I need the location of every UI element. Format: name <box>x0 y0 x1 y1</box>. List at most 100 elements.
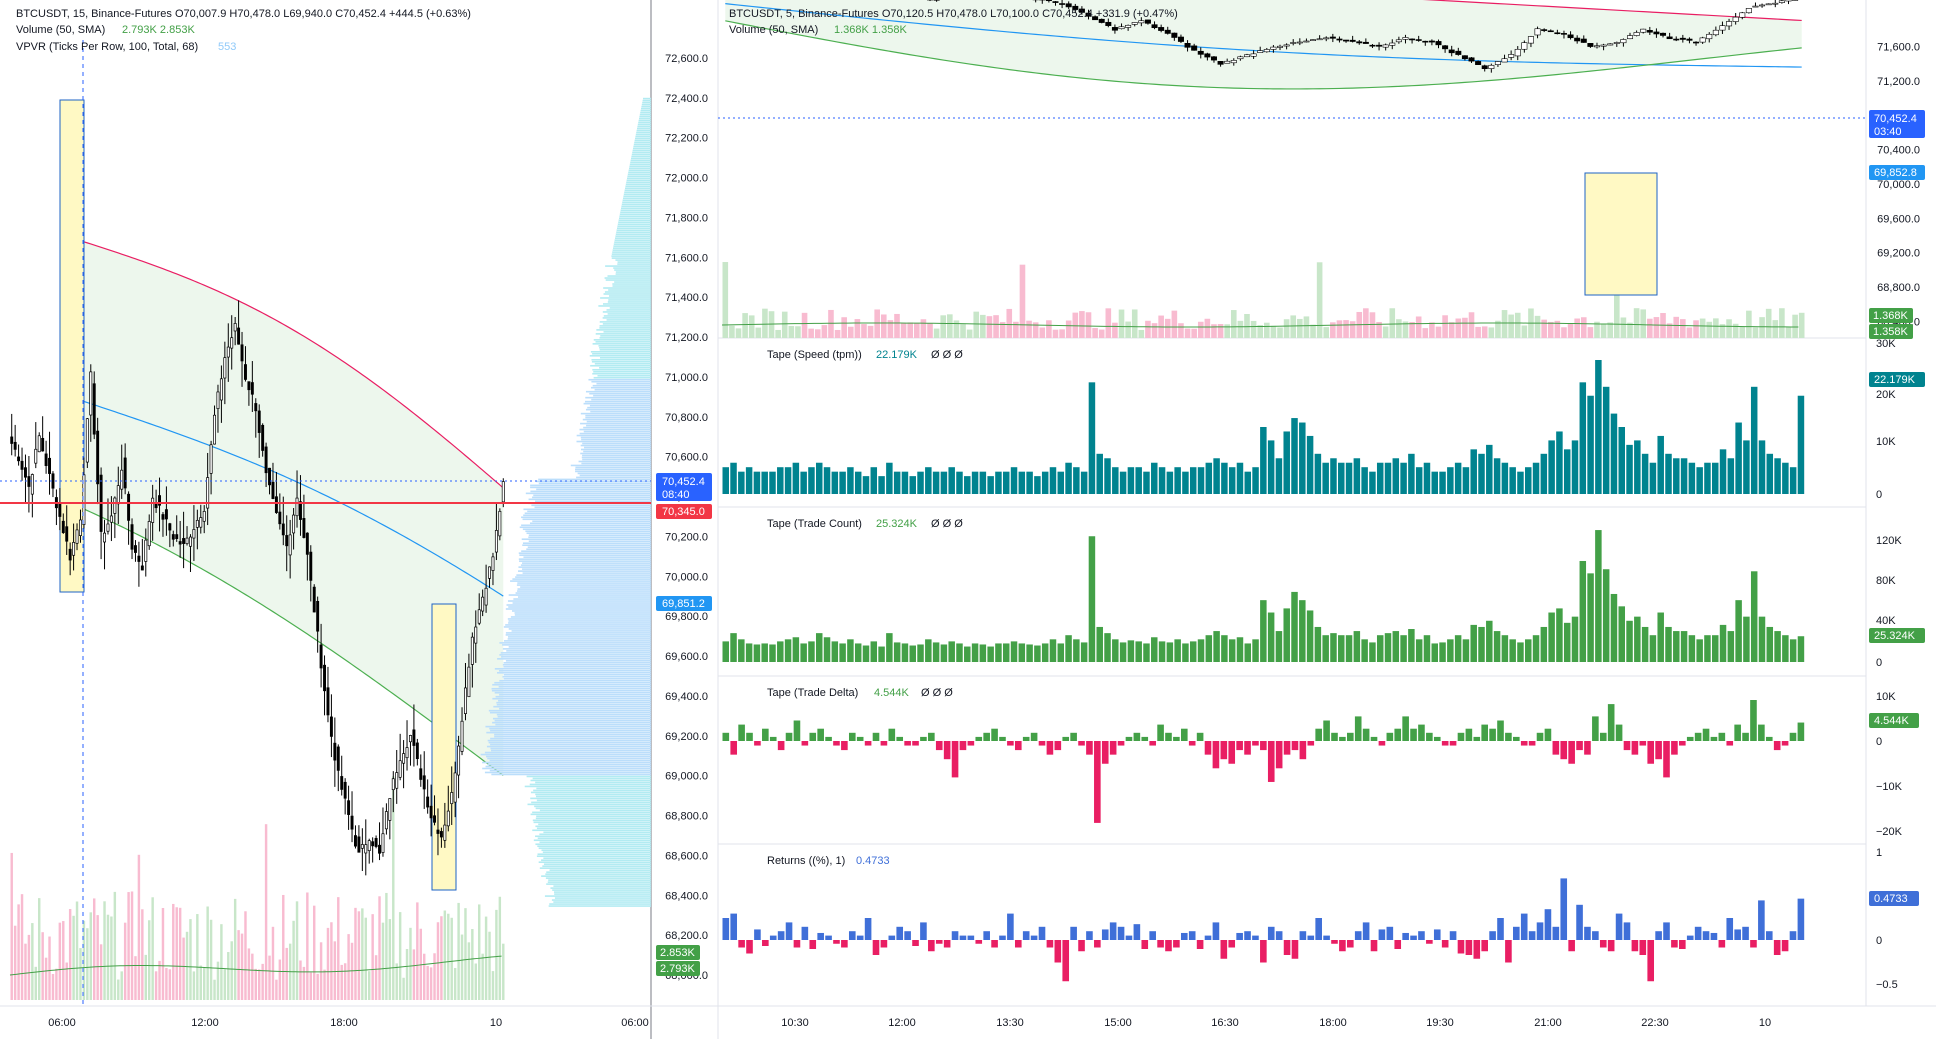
left-vp-row <box>508 646 651 648</box>
right-volume-bar <box>1290 315 1297 338</box>
left-vpvr-legend[interactable]: VPVR (Ticks Per Row, 100, Total, 68) <box>16 41 198 53</box>
speed-bar <box>1041 471 1049 494</box>
right-volume-bar <box>1468 312 1475 338</box>
right-volume-bar <box>999 322 1006 338</box>
delta-bar <box>1378 741 1386 746</box>
count-bar <box>753 644 761 662</box>
right-candle-body <box>1699 37 1706 43</box>
returns-bar <box>1054 940 1062 963</box>
count-bar <box>1532 635 1540 662</box>
right-volume-bar <box>1422 328 1429 338</box>
delta-bar <box>722 732 730 741</box>
count-bar <box>1400 635 1407 662</box>
pane-delta-title[interactable]: Tape (Trade Delta) <box>767 687 858 699</box>
right-volume-bar <box>874 309 880 338</box>
left-candle-body <box>412 729 416 746</box>
returns-bar <box>1426 940 1433 944</box>
left-volume-legend[interactable]: Volume (50, SMA) <box>16 24 105 36</box>
right-volume-bar <box>1197 321 1204 338</box>
left-volume-bar <box>117 979 120 1000</box>
speed-bar <box>1018 471 1026 494</box>
left-volume-bar <box>347 934 350 1000</box>
left-volume-bar <box>275 979 278 1000</box>
speed-bar <box>1540 453 1548 494</box>
left-time-axis[interactable]: 06:00 12:00 18:00 10 06:00 <box>48 1017 649 1029</box>
pane-count-title[interactable]: Tape (Trade Count) <box>767 518 862 530</box>
delta-bar <box>1062 736 1070 741</box>
left-candle-body <box>250 382 254 395</box>
left-vp-row <box>522 542 651 545</box>
count-bar <box>1478 626 1485 662</box>
pane-speed-title[interactable]: Tape (Speed (tpm)) <box>767 349 862 361</box>
right-volume-bar <box>1270 325 1277 338</box>
returns-bar <box>754 929 761 940</box>
delta-bar <box>1220 741 1228 760</box>
delta-bar <box>1489 728 1496 741</box>
left-price-scale[interactable]: 72,600.072,400.072,200.072,000.071,800.0… <box>665 53 708 982</box>
left-vp-row <box>525 492 651 495</box>
left-vp-row <box>519 554 651 556</box>
left-volume-bar <box>137 854 141 1000</box>
count-bar <box>831 641 839 662</box>
returns-bar <box>1331 940 1338 944</box>
right-volume-bar <box>1257 325 1263 338</box>
right-volume-bar <box>1547 321 1554 338</box>
right-volume-bar <box>847 326 854 338</box>
right-volume-values: 1.368K 1.358K <box>834 24 907 36</box>
speed-bar <box>1034 476 1041 494</box>
pane-returns-title[interactable]: Returns ((%), 1) <box>767 855 845 867</box>
left-volume-bar <box>385 892 388 1000</box>
right-candle-body <box>1059 3 1066 5</box>
speed-bar <box>1345 462 1353 494</box>
right-time-axis[interactable]: 10:30 12:00 13:30 15:00 16:30 18:00 19:30 21:00… <box>781 1017 1771 1029</box>
delta-bar <box>1576 741 1583 751</box>
returns-bar <box>1204 935 1212 940</box>
left-vp-row <box>530 490 651 493</box>
right-symbol-legend[interactable]: BTCUSDT, 5, Binance-Futures O70,120.5 H7… <box>729 8 1178 20</box>
left-vp-row <box>621 205 651 208</box>
delta-bar <box>1797 722 1805 741</box>
delta-bar <box>1339 736 1346 741</box>
returns-bar <box>888 935 896 940</box>
left-price-tick: 69,600.0 <box>665 651 708 663</box>
left-candle-body <box>92 383 96 435</box>
left-vp-row <box>496 713 651 716</box>
left-vp-row <box>614 241 651 243</box>
left-symbol-legend[interactable]: BTCUSDT, 15, Binance-Futures O70,007.9 H… <box>16 8 471 20</box>
delta-bar <box>967 741 975 746</box>
pane-returns-bars <box>722 878 1805 982</box>
delta-bar <box>1038 741 1046 746</box>
count-bar <box>870 641 878 662</box>
right-volume-bar <box>1112 322 1118 338</box>
left-mid-band-tag: 69,851.2 <box>656 596 712 611</box>
right-volume-bar <box>1442 315 1448 338</box>
left-vp-row <box>543 831 651 834</box>
left-vp-row <box>512 610 651 612</box>
left-vp-row <box>530 797 651 800</box>
speed-bar <box>1314 453 1322 494</box>
right-candle-body <box>1336 38 1343 41</box>
right-price-scale[interactable]: 71,600.071,200.070,800.070,400.070,000.0… <box>1877 42 1920 329</box>
left-vp-row <box>547 881 651 883</box>
returns-bar <box>1520 913 1528 940</box>
right-volume-legend[interactable]: Volume (50, SMA) <box>729 24 818 36</box>
returns-bar <box>848 931 856 940</box>
left-vp-row <box>603 315 651 317</box>
left-vp-row <box>520 586 651 588</box>
left-volume-bar <box>244 911 247 1000</box>
speed-bar <box>777 467 784 494</box>
delta-bar <box>777 741 785 751</box>
right-volume-bar <box>1079 311 1085 338</box>
right-candle-body <box>1329 36 1336 39</box>
right-price-tick: 71,600.0 <box>1877 42 1920 54</box>
left-vp-row <box>603 293 651 295</box>
left-vp-row <box>586 420 651 423</box>
left-volume-bar <box>368 971 371 1000</box>
left-candle-body <box>381 833 385 853</box>
speed-bar <box>1719 449 1727 494</box>
left-volume-bar <box>144 954 147 1000</box>
svg-text:25.324K: 25.324K <box>1874 630 1916 642</box>
left-vp-row <box>543 863 651 865</box>
